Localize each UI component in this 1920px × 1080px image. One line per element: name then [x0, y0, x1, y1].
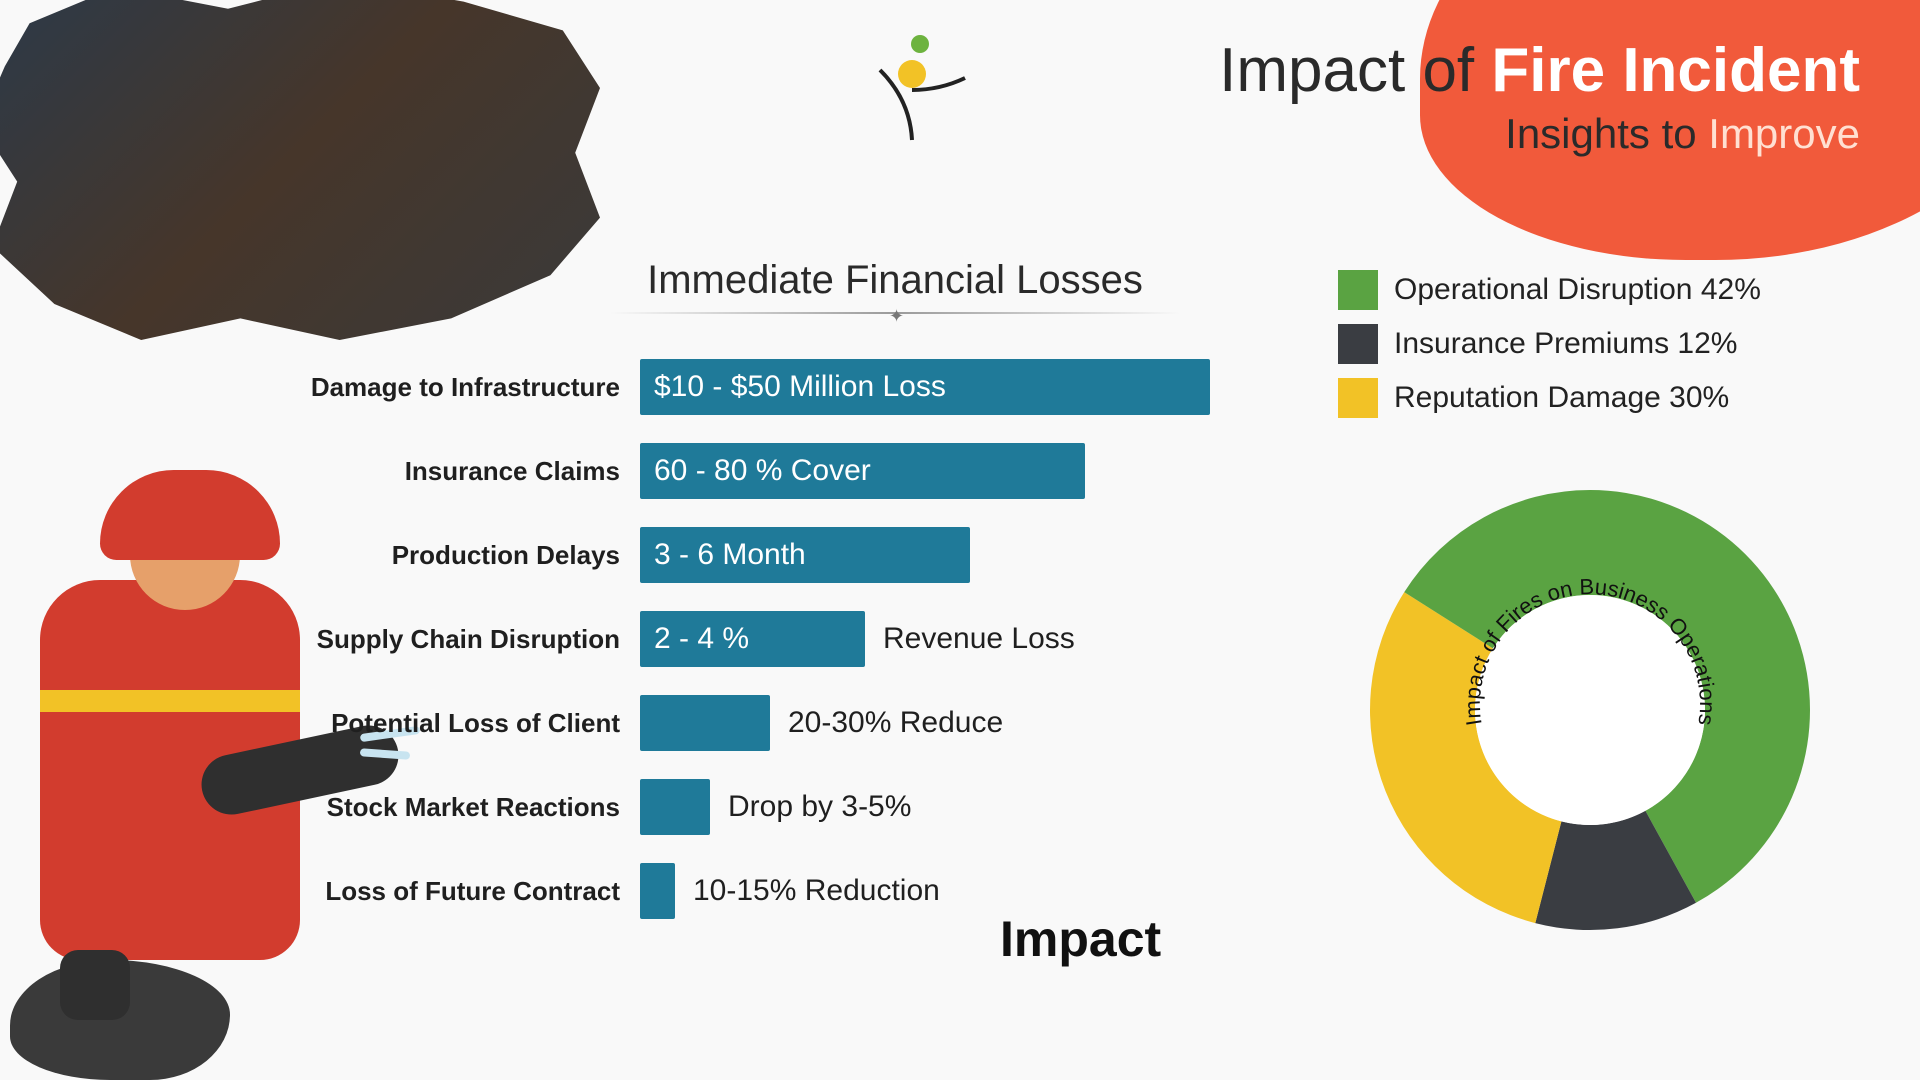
bar-label: Loss of Future Contract	[180, 876, 640, 907]
svg-text:Impact of Fires on Business Op: Impact of Fires on Business Operations	[1460, 574, 1720, 727]
bar-row: Production Delays3 - 6 Month	[180, 513, 1230, 597]
bar: 60 - 80 % Cover	[640, 443, 1085, 499]
bar-wrap: 3 - 6 Month	[640, 527, 1230, 583]
section-title: Immediate Financial Losses	[600, 258, 1190, 303]
bar-label: Production Delays	[180, 540, 640, 571]
legend-item: Operational Disruption 42%	[1338, 270, 1761, 310]
bar-label: Insurance Claims	[180, 456, 640, 487]
bar	[640, 779, 710, 835]
title-accent: Fire Incident	[1491, 36, 1860, 105]
bar-after-text: Drop by 3-5%	[710, 779, 911, 835]
logo-icon	[860, 30, 980, 150]
bar-list: Damage to Infrastructure$10 - $50 Millio…	[180, 345, 1230, 933]
bar-row: Damage to Infrastructure$10 - $50 Millio…	[180, 345, 1230, 429]
bar-after-text: 20-30% Reduce	[770, 695, 1003, 751]
bar-wrap: 20-30% Reduce	[640, 695, 1230, 751]
bar	[640, 863, 675, 919]
bar-label: Potential Loss of Client	[180, 708, 640, 739]
bar-wrap: 2 - 4 %Revenue Loss	[640, 611, 1230, 667]
donut-legend: Operational Disruption 42% Insurance Prem…	[1338, 270, 1761, 432]
donut-center-label: Impact of Fires on Business Operations	[1350, 470, 1830, 950]
bar-wrap: 60 - 80 % Cover	[640, 443, 1230, 499]
legend-text: Insurance Premiums 12%	[1394, 327, 1737, 361]
bar-row: Insurance Claims60 - 80 % Cover	[180, 429, 1230, 513]
legend-item: Insurance Premiums 12%	[1338, 324, 1761, 364]
donut-chart: Impact of Fires on Business Operations	[1350, 470, 1830, 950]
bar	[640, 695, 770, 751]
bar-wrap: $10 - $50 Million Loss	[640, 359, 1230, 415]
impact-word: Impact	[1000, 910, 1161, 968]
legend-swatch	[1338, 378, 1378, 418]
subtitle-prefix: Insights to	[1505, 110, 1696, 157]
bar-wrap: Drop by 3-5%	[640, 779, 1230, 835]
legend-text: Operational Disruption 42%	[1394, 273, 1761, 307]
bar-label: Stock Market Reactions	[180, 792, 640, 823]
title-prefix: Impact of	[1219, 36, 1474, 105]
bar: 3 - 6 Month	[640, 527, 970, 583]
hero-photo	[0, 0, 600, 340]
legend-swatch	[1338, 324, 1378, 364]
bar-after-text: 10-15% Reduction	[675, 863, 940, 919]
bar-row: Stock Market Reactions Drop by 3-5%	[180, 765, 1230, 849]
legend-swatch	[1338, 270, 1378, 310]
header: Impact of Fire Incident Insights to Impr…	[1219, 35, 1860, 158]
subtitle-accent: Improve	[1708, 110, 1860, 157]
title-line: Impact of Fire Incident	[1219, 35, 1860, 106]
legend-item: Reputation Damage 30%	[1338, 378, 1761, 418]
bar-label: Damage to Infrastructure	[180, 372, 640, 403]
subtitle-line: Insights to Improve	[1219, 110, 1860, 158]
legend-text: Reputation Damage 30%	[1394, 381, 1729, 415]
bar-row: Supply Chain Disruption2 - 4 %Revenue Lo…	[180, 597, 1230, 681]
bar-label: Supply Chain Disruption	[180, 624, 640, 655]
bar: 2 - 4 %	[640, 611, 865, 667]
bar-after-text: Revenue Loss	[865, 611, 1075, 667]
bar-row: Potential Loss of Client 20-30% Reduce	[180, 681, 1230, 765]
section-title-ornament-icon: ✦	[889, 316, 903, 330]
bar: $10 - $50 Million Loss	[640, 359, 1210, 415]
